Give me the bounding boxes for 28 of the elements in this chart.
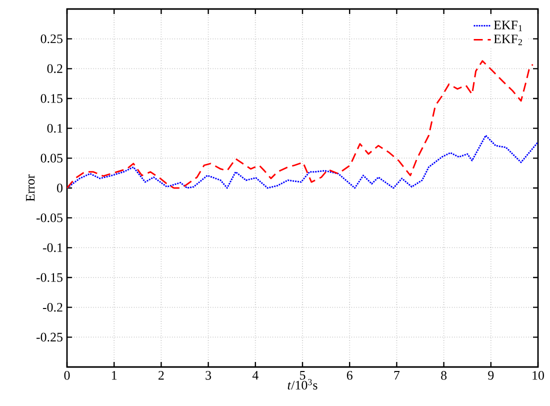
y-tick-label: 0 <box>57 184 62 192</box>
x-tick-label: 5 <box>300 371 306 380</box>
y-tick-label: -0.05 <box>36 213 62 222</box>
y-tick-label: -0.25 <box>36 332 62 342</box>
y-tick-label: 0.25 <box>40 34 62 44</box>
legend-label: EKF$_{1}$ <box>494 20 522 32</box>
x-tick-label: 0 <box>64 371 70 380</box>
line-series <box>67 134 538 189</box>
y-tick-label: -0.2 <box>42 302 62 312</box>
line-series <box>67 60 534 189</box>
y-tick-label: 0.05 <box>40 154 62 163</box>
y-tick-label: 0.2 <box>47 64 62 74</box>
x-tick-label: 7 <box>394 371 400 380</box>
y-tick-label: 0.15 <box>40 94 62 103</box>
y-tick-label: 0.1 <box>47 124 62 133</box>
x-tick-label: 9 <box>488 371 494 380</box>
x-tick-label: 2 <box>158 371 164 380</box>
x-tick-label: 8 <box>441 371 447 380</box>
y-tick-label: -0.1 <box>42 243 62 252</box>
y-tick-label: -0.15 <box>36 273 62 282</box>
x-tick-label: 6 <box>346 371 352 380</box>
x-tick-label: 3 <box>206 371 212 380</box>
legend-label: EKF$_{2}$ <box>494 34 522 46</box>
x-tick-label: 4 <box>252 371 258 380</box>
x-tick-label: 1 <box>112 371 117 380</box>
y-axis-title: Error <box>26 174 35 202</box>
x-axis-title: t/10$^{3}$s <box>288 379 318 390</box>
x-tick-label: 10 <box>532 371 544 380</box>
